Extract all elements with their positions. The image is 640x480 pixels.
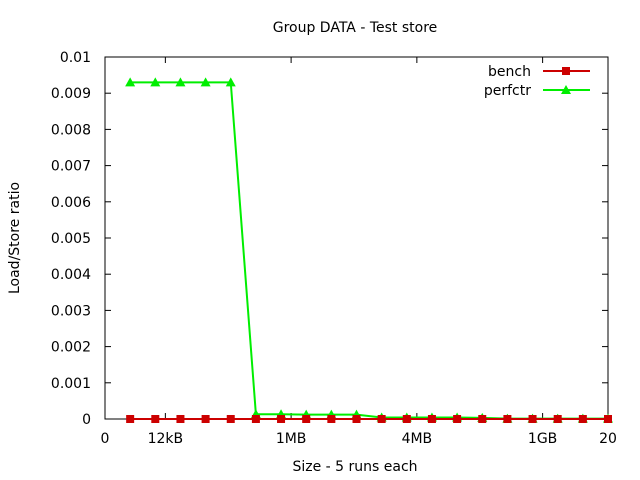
data-point-bench: [427, 415, 436, 423]
y-tick-label: 0.004: [51, 267, 91, 283]
data-point-bench: [578, 415, 587, 423]
data-point-bench: [528, 415, 537, 423]
data-point-perfctr: [225, 77, 236, 87]
y-tick-label: 0.002: [51, 340, 91, 356]
y-tick-label: 0.007: [51, 159, 91, 175]
data-point-bench: [553, 415, 562, 423]
y-tick-label: 0.005: [51, 231, 91, 247]
plot-frame: [104, 56, 609, 420]
data-point-perfctr: [200, 77, 211, 87]
x-tick-label: 1GB: [528, 431, 557, 447]
x-tick-label: 4MB: [402, 431, 433, 447]
data-point-bench: [377, 415, 386, 423]
legend: bench perfctr: [484, 64, 590, 99]
data-point-perfctr: [175, 77, 186, 87]
legend-label-perfctr: perfctr: [484, 83, 531, 99]
series-perfctr: [125, 77, 613, 423]
x-tick-label: 20: [599, 431, 617, 447]
y-tick-label: 0: [82, 412, 91, 428]
data-point-bench: [352, 415, 361, 423]
data-point-bench: [176, 415, 185, 423]
series-line-perfctr: [130, 81, 608, 420]
data-point-perfctr: [125, 77, 136, 87]
data-point-bench: [327, 415, 336, 423]
x-tick-label: 12kB: [148, 431, 184, 447]
x-axis-label: Size - 5 runs each: [292, 459, 417, 475]
series-bench: [126, 415, 612, 423]
y-axis: 0 0.001 0.002 0.003 0.004 0.005 0.006 0.007 0.00…: [51, 50, 608, 428]
y-tick-label: 0.009: [51, 86, 91, 102]
legend-marker-perfctr: [561, 85, 571, 94]
data-point-bench: [604, 415, 612, 423]
y-tick-label: 0.01: [60, 50, 91, 66]
data-point-bench: [251, 415, 260, 423]
x-tick-label: 0: [101, 431, 110, 447]
data-point-bench: [402, 415, 411, 423]
legend-marker-bench: [562, 67, 570, 75]
plot-border: [104, 56, 609, 420]
data-point-bench: [151, 415, 160, 423]
data-point-bench: [126, 415, 135, 423]
x-axis: 0 12kB 1MB 4MB 1GB 20: [101, 57, 617, 447]
y-tick-label: 0.006: [51, 195, 91, 211]
series-layer: [125, 77, 613, 423]
legend-label-bench: bench: [488, 64, 531, 80]
data-point-bench: [201, 415, 210, 423]
y-axis-label: Load/Store ratio: [7, 182, 23, 294]
data-point-perfctr: [150, 77, 161, 87]
chart-title: Group DATA - Test store: [273, 20, 438, 36]
y-tick-label: 0.008: [51, 122, 91, 138]
data-point-bench: [503, 415, 512, 423]
data-point-bench: [277, 415, 286, 423]
data-point-bench: [453, 415, 462, 423]
data-point-bench: [226, 415, 235, 423]
y-tick-label: 0.003: [51, 303, 91, 319]
data-point-bench: [478, 415, 487, 423]
data-point-bench: [302, 415, 311, 423]
y-tick-label: 0.001: [51, 376, 91, 392]
x-tick-label: 1MB: [276, 431, 307, 447]
